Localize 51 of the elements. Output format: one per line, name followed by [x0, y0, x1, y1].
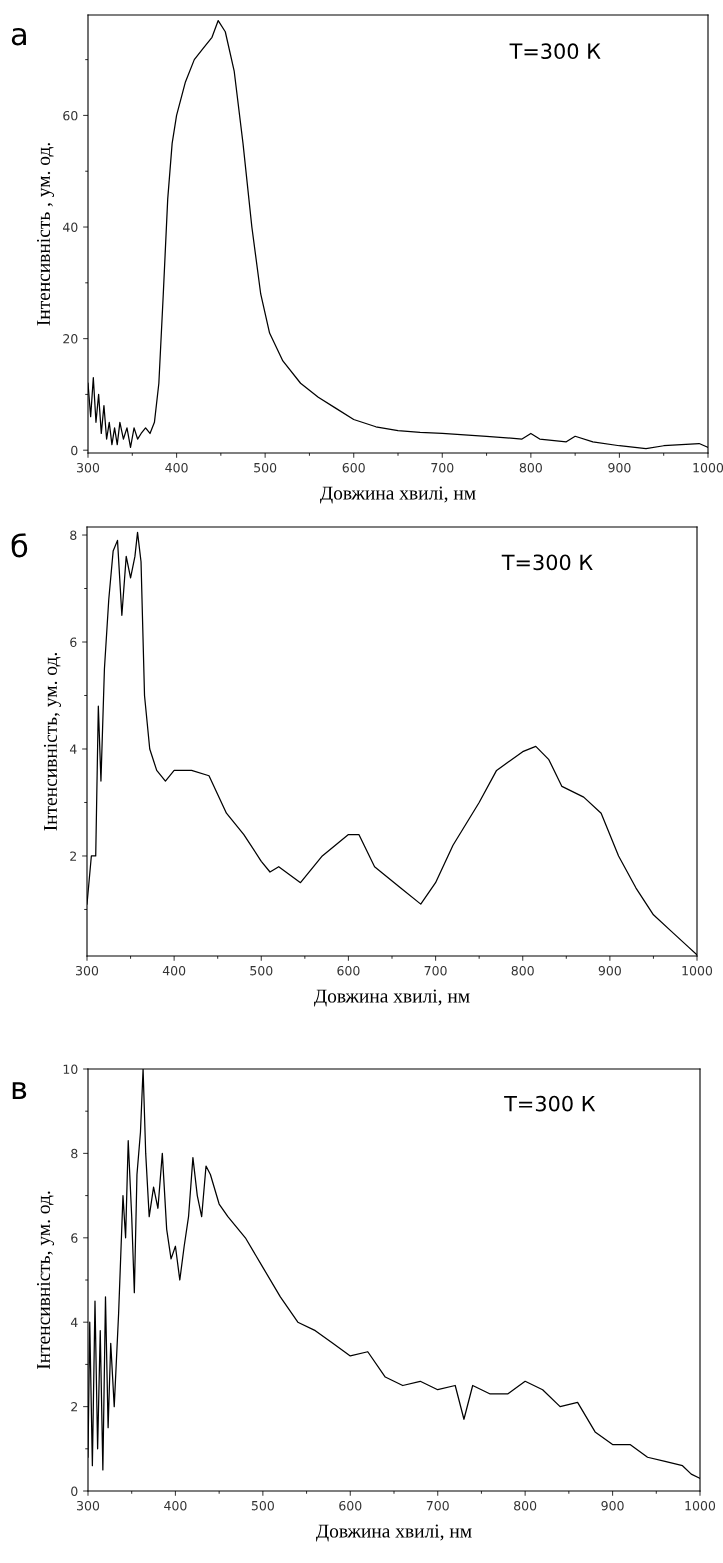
x-tick-label: 600 [342, 462, 365, 473]
x-tick-label: 300 [76, 965, 99, 976]
x-tick-label: 400 [164, 1500, 187, 1511]
x-tick-label: 900 [598, 965, 621, 976]
x-tick-label: 300 [77, 462, 100, 473]
x-tick-label: 700 [431, 462, 454, 473]
x-tick-label: 700 [424, 965, 447, 976]
x-axis-title: Довжина хвилі, нм [314, 989, 470, 1007]
x-tick-label: 1000 [685, 1500, 716, 1511]
y-tick-label: 20 [63, 334, 78, 344]
y-tick-label: 10 [63, 1064, 78, 1074]
x-tick-label: 300 [77, 1500, 100, 1511]
x-tick-label: 700 [426, 1500, 449, 1511]
annotation: T=300 К [509, 43, 601, 60]
x-axis-title: Довжина хвилі, нм [320, 486, 476, 504]
x-tick-label: 500 [254, 462, 277, 473]
x-tick-label: 900 [601, 1500, 624, 1511]
y-tick-label: 8 [70, 530, 77, 540]
x-tick-label: 900 [608, 462, 631, 473]
y-tick-label: 4 [70, 1317, 78, 1327]
x-tick-label: 600 [339, 1500, 362, 1511]
x-tick-label: 400 [162, 965, 186, 976]
x-tick-label: 400 [165, 462, 188, 473]
x-tick-label: 500 [250, 965, 273, 976]
x-tick-label: 800 [514, 1500, 537, 1511]
y-tick-label: 0 [71, 1486, 78, 1496]
y-tick-label: 6 [71, 1233, 78, 1243]
text: а [11, 27, 26, 46]
line-series [88, 19, 708, 450]
y-tick-label: 40 [62, 222, 78, 232]
y-tick-label: 2 [71, 1402, 78, 1412]
y-tick-label: 60 [63, 110, 78, 121]
y-axis-title: Інтенсивність, ум. од. [36, 1191, 55, 1370]
x-tick-label: 600 [337, 965, 360, 976]
x-axis-title: Довжина хвилі, нм [316, 1524, 472, 1542]
y-tick-label: 8 [71, 1148, 78, 1159]
text: в [12, 1082, 27, 1099]
y-tick-label: 4 [69, 744, 77, 754]
y-tick-label: 0 [71, 445, 78, 456]
annotation: T=300 К [501, 554, 593, 571]
x-tick-label: 800 [519, 462, 542, 473]
x-tick-label: 1000 [682, 965, 713, 976]
y-axis-title: Інтенсивність, ум. од. [43, 653, 61, 831]
y-tick-label: 2 [70, 851, 77, 861]
x-tick-label: 1000 [693, 462, 723, 473]
annotation: T=300 К [504, 1095, 596, 1112]
text: б [11, 533, 28, 558]
y-tick-label: 6 [70, 637, 77, 647]
y-axis-title: Інтенсивність , ум. од. [36, 143, 55, 326]
x-tick-label: 800 [511, 965, 534, 976]
x-tick-label: 500 [251, 1500, 274, 1511]
